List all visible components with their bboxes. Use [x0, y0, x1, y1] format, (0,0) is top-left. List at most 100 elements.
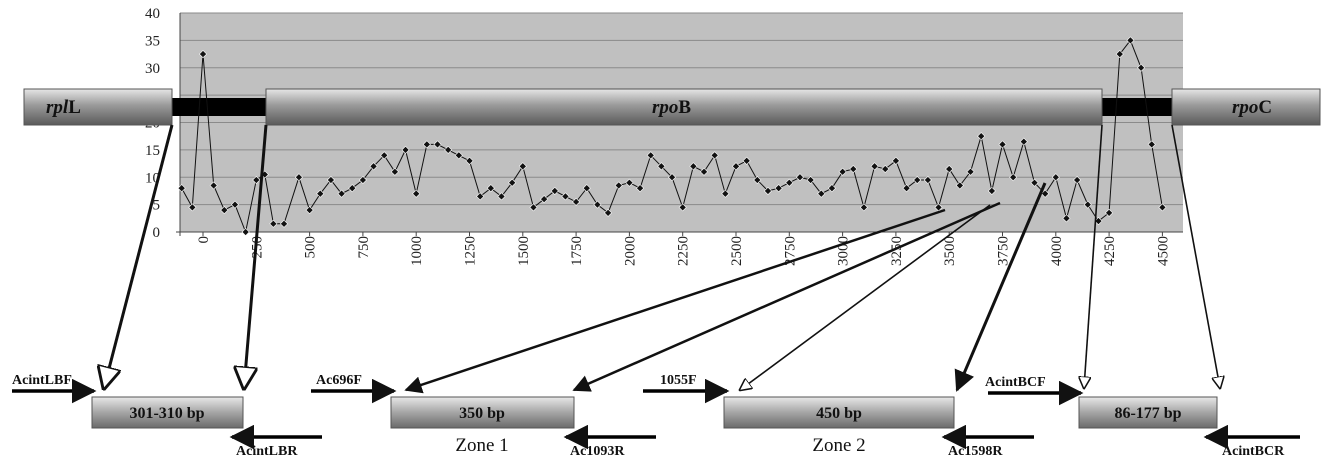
data-point-81	[1041, 189, 1050, 198]
data-point-21	[401, 145, 410, 154]
data-point-16	[348, 184, 357, 193]
y-tick-label-0: 0	[153, 225, 161, 241]
data-point-31	[508, 178, 517, 187]
data-point-5	[230, 200, 240, 209]
data-point-85	[1083, 200, 1092, 209]
data-point-26	[454, 151, 463, 160]
data-point-78	[1009, 173, 1018, 182]
data-point-92	[1158, 203, 1167, 212]
data-point-57	[785, 178, 794, 187]
gene-label-rpoC: rpoC	[1232, 97, 1272, 118]
data-point-64	[859, 203, 868, 212]
x-tick-label-250: 250	[249, 236, 265, 259]
x-tick-label-2250: 2250	[676, 236, 692, 266]
data-point-14	[326, 175, 335, 185]
mapping-arrows	[104, 124, 1220, 394]
data-point-6	[241, 227, 250, 237]
arrow-1055f	[740, 204, 991, 390]
data-point-70	[923, 175, 932, 185]
data-point-68	[902, 184, 911, 193]
arrow-acintlbf	[104, 124, 174, 388]
data-point-77	[998, 140, 1007, 149]
x-tick-label-500: 500	[303, 236, 319, 259]
x-tick-label-2500: 2500	[729, 236, 745, 266]
x-tick-label-2000: 2000	[622, 236, 638, 266]
arrow-acintbcr	[1171, 124, 1220, 388]
y-tick-label-30: 30	[145, 61, 160, 77]
data-point-41	[614, 181, 623, 190]
data-point-54	[753, 175, 762, 185]
data-point-55	[763, 186, 773, 195]
data-point-36	[561, 192, 570, 201]
data-point-43	[636, 184, 645, 193]
data-point-10	[279, 219, 289, 228]
amplicon-bar-1	[91, 396, 244, 429]
amplicon-bar-2	[390, 396, 575, 429]
intergenic-rpoB-rpoC	[1100, 98, 1174, 116]
primer-label-ac696f: Ac696F	[316, 373, 362, 388]
x-tick-label-3250: 3250	[889, 236, 905, 266]
data-point-25	[444, 145, 453, 154]
gene-bar-rpoC	[1171, 88, 1321, 126]
data-point-19	[380, 151, 389, 160]
data-point-58	[795, 173, 804, 182]
gene-map: rplL rpoB rpoC	[23, 88, 1321, 126]
data-point-56	[774, 184, 783, 193]
data-point-67	[891, 156, 900, 165]
data-point-11	[294, 173, 303, 182]
data-point-59	[806, 175, 815, 185]
primer-label-ac1598r: Ac1598R	[948, 444, 1003, 459]
data-point-74	[966, 167, 975, 176]
intergenic-rplL-rpoB	[172, 98, 268, 116]
data-point-83	[1062, 214, 1071, 223]
x-tick-label-4000: 4000	[1049, 236, 1065, 266]
data-point-9	[269, 219, 278, 228]
data-point-72	[945, 165, 954, 174]
data-point-33	[529, 203, 538, 212]
data-point-38	[582, 184, 591, 193]
x-tick-label-1750: 1750	[569, 236, 585, 266]
primers: AcintLBF AcintLBR Ac696F Ac1093R 1055F A…	[12, 373, 1300, 459]
arrow-ac696f	[404, 208, 946, 394]
amplicon-label-3: 450 bp	[816, 405, 862, 422]
primer-label-acintbcr: AcintBCR	[1222, 444, 1285, 459]
data-point-44	[646, 151, 655, 160]
x-tick-label-0: 0	[196, 236, 212, 244]
data-point-91	[1147, 140, 1156, 149]
data-point-90	[1137, 63, 1146, 72]
gene-label-rplL: rplL	[46, 97, 81, 118]
data-point-17	[358, 175, 367, 185]
data-point-80	[1030, 178, 1039, 187]
data-point-66	[881, 165, 890, 174]
data-point-30	[497, 192, 506, 201]
data-point-22	[412, 189, 421, 198]
data-point-82	[1051, 173, 1060, 182]
data-point-63	[849, 165, 858, 174]
data-point-15	[337, 189, 346, 198]
primer-label-acintlbr: AcintLBR	[236, 444, 298, 459]
gene-bar-rplL	[23, 88, 173, 126]
amplicon-label-1: 301-310 bp	[129, 405, 204, 422]
x-tick-label-4250: 4250	[1102, 236, 1118, 266]
primer-label-acintbcf: AcintBCF	[985, 375, 1046, 390]
y-tick-label-35: 35	[145, 33, 160, 49]
gene-label-rpoB: rpoB	[652, 97, 691, 118]
zone-label-2: Zone 2	[812, 435, 865, 456]
amplicon-bar-4	[1078, 396, 1218, 429]
gene-bar-rpoB	[265, 88, 1103, 126]
x-tick-label-1500: 1500	[516, 236, 532, 266]
x-tick-label-3750: 3750	[996, 236, 1012, 266]
data-point-34	[540, 195, 549, 204]
arrow-ac1598r	[954, 182, 1047, 392]
amplicon-label-4: 86-177 bp	[1114, 405, 1181, 422]
amplicons: 301-310 bp 350 bp 450 bp 86-177 bp Zone …	[91, 396, 1218, 456]
data-point-87	[1105, 208, 1114, 217]
data-point-39	[593, 200, 602, 209]
data-point-88	[1115, 50, 1124, 59]
data-point-62	[838, 167, 847, 176]
zone-label-1: Zone 1	[455, 435, 508, 456]
data-point-7	[252, 175, 261, 185]
data-point-2	[198, 50, 208, 59]
data-point-24	[433, 140, 442, 149]
